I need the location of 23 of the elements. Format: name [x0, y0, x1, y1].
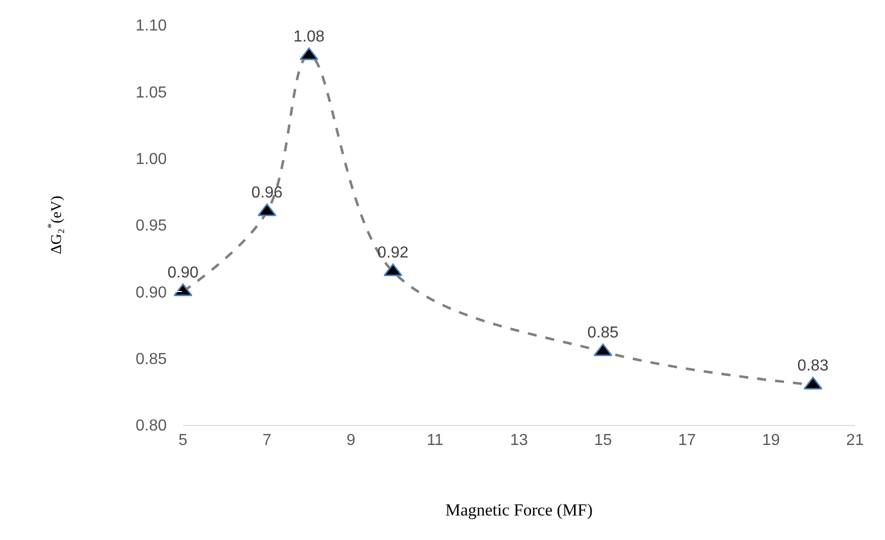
y-tick-label: 1.00 — [136, 150, 167, 168]
x-tick-label: 7 — [262, 432, 272, 450]
x-tick-label: 15 — [594, 432, 612, 450]
x-tick-label: 5 — [178, 432, 188, 450]
y-tick-label: 0.85 — [136, 350, 167, 368]
text: 1.08 — [293, 28, 325, 46]
text: 0.96 — [251, 184, 283, 202]
y-tick-label: 0.90 — [136, 284, 167, 302]
x-tick-label: 21 — [846, 432, 864, 450]
x-axis-title: Magnetic Force (MF) — [445, 500, 593, 520]
x-tick-label: 9 — [346, 432, 356, 450]
y-tick-label: 0.80 — [136, 418, 167, 435]
text: 0.85 — [587, 324, 619, 342]
text: 0.90 — [167, 264, 199, 282]
x-tick-label: 17 — [678, 432, 696, 450]
y-tick-label: 0.95 — [136, 218, 167, 235]
text: 0.83 — [797, 358, 829, 375]
x-tick-label: 11 — [426, 432, 444, 450]
x-tick-label: 19 — [762, 432, 780, 450]
y-tick-label: 1.10 — [136, 18, 167, 35]
x-tick-label: 13 — [510, 432, 528, 450]
y-tick-label: 1.05 — [136, 84, 167, 102]
text: 0.92 — [377, 244, 409, 262]
